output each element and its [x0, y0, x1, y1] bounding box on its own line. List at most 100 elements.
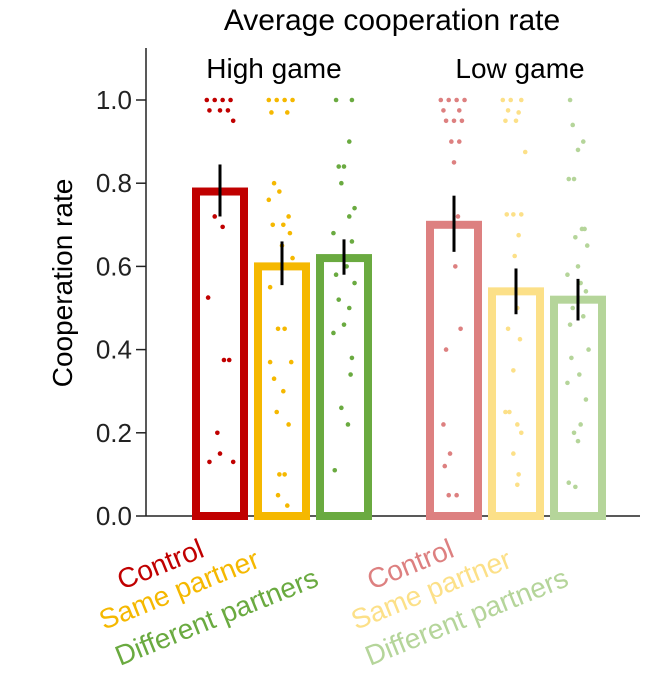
- chart-title: Average cooperation rate: [224, 4, 560, 37]
- data-point: [454, 492, 459, 498]
- data-point: [339, 405, 344, 411]
- data-point: [516, 232, 521, 238]
- data-point: [583, 289, 589, 294]
- group-labels: High game Low game: [206, 53, 584, 84]
- data-point: [281, 388, 286, 394]
- data-point: [204, 97, 210, 103]
- data-point: [217, 108, 223, 113]
- data-point: [573, 484, 578, 490]
- data-point: [441, 108, 446, 113]
- data-point: [586, 347, 591, 352]
- data-point: [287, 230, 293, 236]
- y-tick-label: 0.8: [96, 168, 132, 198]
- data-point: [207, 108, 212, 113]
- data-point: [286, 422, 291, 427]
- data-point: [442, 463, 448, 469]
- data-point: [451, 160, 457, 165]
- data-point: [341, 164, 347, 169]
- data-point: [349, 239, 355, 244]
- data-point: [346, 305, 352, 311]
- data-point: [225, 108, 231, 113]
- data-point: [454, 97, 459, 103]
- data-point: [230, 459, 236, 465]
- data-point: [267, 359, 273, 365]
- data-point: [217, 451, 223, 456]
- data-point: [511, 212, 516, 217]
- data-point: [573, 234, 578, 240]
- data-point: [443, 222, 449, 228]
- data-point: [339, 180, 344, 186]
- data-point: [462, 97, 467, 103]
- data-point: [346, 139, 352, 144]
- data-point: [220, 224, 225, 230]
- y-axis-label: Cooperation rate: [47, 179, 78, 388]
- data-point: [516, 472, 521, 477]
- data-point: [451, 118, 457, 124]
- data-point: [575, 264, 581, 269]
- data-point: [288, 359, 294, 365]
- data-point: [575, 438, 581, 444]
- data-point: [275, 492, 281, 498]
- data-point: [566, 480, 572, 486]
- data-point: [508, 97, 514, 103]
- bar: [426, 220, 482, 521]
- data-point: [352, 205, 357, 211]
- data-point: [443, 347, 449, 352]
- data-point: [512, 253, 517, 259]
- data-point: [228, 97, 233, 103]
- data-point: [348, 372, 353, 377]
- data-point: [281, 222, 286, 228]
- data-points: [204, 97, 591, 508]
- data-point: [522, 149, 528, 155]
- data-point: [507, 409, 512, 415]
- y-tick-label: 1.0: [96, 85, 132, 115]
- data-point: [516, 110, 521, 115]
- data-point: [332, 467, 338, 473]
- bar: [550, 295, 606, 520]
- data-point: [565, 380, 570, 386]
- data-point: [266, 197, 272, 203]
- data-point: [580, 314, 586, 319]
- error-bars: [218, 164, 580, 321]
- data-point: [513, 118, 519, 124]
- data-point: [578, 422, 583, 427]
- data-point: [504, 212, 510, 217]
- group-label: Low game: [455, 53, 584, 84]
- data-point: [331, 330, 336, 336]
- data-point: [341, 322, 347, 327]
- data-point: [212, 97, 218, 103]
- data-point: [456, 139, 462, 144]
- data-point: [503, 118, 508, 124]
- data-point: [458, 326, 463, 332]
- data-point: [567, 322, 573, 327]
- bars: [192, 187, 606, 521]
- data-point: [226, 357, 232, 363]
- axes: 0.0 0.2 0.4 0.6 0.8 1.0: [96, 48, 640, 531]
- data-point: [565, 272, 570, 278]
- data-point: [459, 118, 465, 124]
- data-point: [447, 451, 453, 456]
- data-point: [274, 409, 280, 415]
- data-point: [275, 326, 281, 332]
- data-point: [566, 176, 572, 182]
- data-point: [333, 97, 339, 103]
- data-point: [282, 97, 287, 103]
- data-point: [349, 355, 355, 361]
- bar: [316, 254, 372, 520]
- data-point: [505, 326, 511, 332]
- data-point: [580, 139, 586, 144]
- data-point: [570, 305, 576, 311]
- data-point: [277, 189, 282, 194]
- data-point: [290, 255, 295, 261]
- data-point: [441, 422, 446, 427]
- data-point: [230, 118, 236, 124]
- data-point: [346, 214, 352, 219]
- data-point: [336, 164, 342, 169]
- bar: [192, 187, 248, 521]
- data-point: [284, 503, 290, 508]
- data-point: [518, 430, 524, 436]
- data-point: [582, 226, 587, 232]
- data-point: [505, 108, 511, 113]
- data-point: [221, 357, 227, 363]
